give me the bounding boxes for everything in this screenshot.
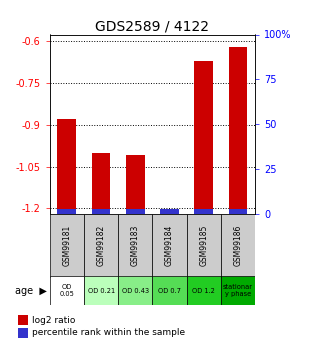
Bar: [221, 214, 255, 278]
Bar: [58, 209, 76, 214]
Text: OD
0.05: OD 0.05: [59, 284, 74, 297]
Bar: [126, 209, 145, 214]
Text: GSM99182: GSM99182: [97, 225, 105, 266]
Bar: [50, 276, 84, 305]
Bar: [92, 209, 110, 214]
Bar: [152, 276, 187, 305]
Bar: [221, 276, 255, 305]
Text: GSM99183: GSM99183: [131, 225, 140, 266]
Text: GSM99184: GSM99184: [165, 225, 174, 266]
Bar: [160, 211, 179, 214]
Bar: [126, 156, 145, 214]
Bar: [229, 209, 247, 214]
Text: log2 ratio: log2 ratio: [32, 316, 76, 325]
Bar: [187, 276, 221, 305]
Bar: [58, 119, 76, 214]
Bar: [84, 214, 118, 278]
Text: OD 1.2: OD 1.2: [192, 288, 215, 294]
Text: OD 0.7: OD 0.7: [158, 288, 181, 294]
Bar: [194, 209, 213, 214]
Bar: [229, 47, 247, 214]
Text: GSM99185: GSM99185: [199, 225, 208, 266]
Text: OD 0.21: OD 0.21: [87, 288, 115, 294]
Bar: [92, 153, 110, 214]
Bar: [118, 276, 152, 305]
Text: percentile rank within the sample: percentile rank within the sample: [32, 328, 185, 337]
Text: GSM99181: GSM99181: [63, 225, 71, 266]
Title: GDS2589 / 4122: GDS2589 / 4122: [95, 19, 209, 33]
Bar: [18, 328, 28, 338]
Bar: [84, 276, 118, 305]
Bar: [194, 61, 213, 214]
Text: age  ▶: age ▶: [15, 286, 47, 296]
Bar: [118, 214, 152, 278]
Bar: [152, 214, 187, 278]
Text: stationar
y phase: stationar y phase: [223, 284, 253, 297]
Text: OD 0.43: OD 0.43: [122, 288, 149, 294]
Bar: [187, 214, 221, 278]
Text: GSM99186: GSM99186: [234, 225, 242, 266]
Bar: [50, 214, 84, 278]
Bar: [160, 209, 179, 214]
Bar: [18, 315, 28, 325]
